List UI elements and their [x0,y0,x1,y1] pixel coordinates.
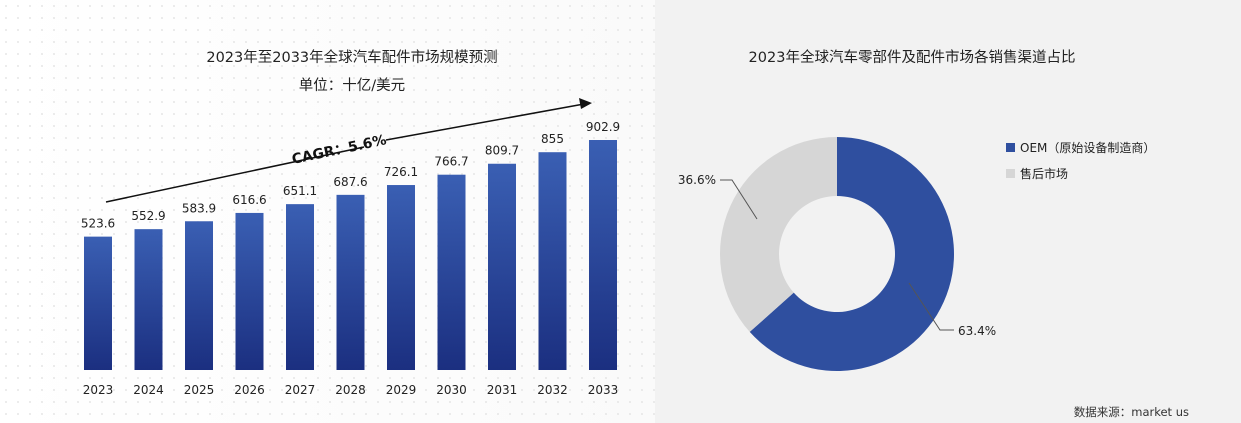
x-tick-label: 2033 [588,383,619,397]
donut-label-aftermarket: 36.6% [678,173,716,187]
bar-2026 [235,212,264,370]
legend-label-oem: OEM（原始设备制造商） [1020,140,1155,155]
cagr-label: CAGR：5.6% [290,132,387,168]
bar-2028 [336,194,365,370]
cagr-trend-line-upper [385,103,585,141]
donut-chart: 63.4% 36.6% [678,137,996,371]
bar-2033 [589,140,617,370]
x-tick-label: 2027 [285,383,316,397]
x-tick-label: 2024 [133,383,164,397]
bar-2024 [134,229,163,370]
bar-value-label: 726.1 [384,165,418,179]
donut-chart-title: 2023年全球汽车零部件及配件市场各销售渠道占比 [749,48,1076,66]
x-tick-label: 2028 [335,383,366,397]
bar-value-label: 651.1 [283,184,317,198]
donut-label-oem: 63.4% [958,324,996,338]
bar-value-label: 855 [541,132,564,146]
bar-2023 [84,236,112,370]
cagr-trend-line [105,146,365,203]
x-tick-label: 2030 [436,383,467,397]
x-tick-label: 2031 [487,383,518,397]
bar-2025 [185,221,213,370]
bar-chart-title: 2023年至2033年全球汽车配件市场规模预测 [206,48,497,66]
x-tick-label: 2026 [234,383,265,397]
legend-label-aftermarket: 售后市场 [1020,166,1068,181]
bar-series: 523.6 2023 552.9 2024 583.9 2025 616.6 2026 651.… [81,120,620,397]
donut-leader-oem [908,282,954,331]
bar-2029 [387,185,415,370]
bar-2031 [488,163,516,370]
bar-value-label: 687.6 [333,175,367,189]
donut-slice-0 [749,137,954,371]
legend-swatch-aftermarket [1006,169,1015,178]
legend-swatch-oem [1006,143,1015,152]
bar-2032 [538,152,567,370]
bar-2027 [286,204,314,370]
bar-2030 [437,174,466,370]
x-tick-label: 2023 [83,383,114,397]
x-tick-label: 2029 [386,383,417,397]
bar-value-label: 902.9 [586,120,620,134]
bar-value-label: 523.6 [81,217,115,231]
legend: OEM（原始设备制造商） 售后市场 [1006,140,1155,181]
bar-value-label: 809.7 [485,144,519,158]
bar-value-label: 583.9 [182,201,216,215]
x-tick-label: 2032 [537,383,568,397]
bar-value-label: 616.6 [232,193,266,207]
bar-value-label: 766.7 [434,155,468,169]
bar-chart-subtitle: 单位：十亿/美元 [299,77,405,94]
donut-slice-1 [720,137,837,332]
bar-value-label: 552.9 [131,209,165,223]
cagr-arrow-head [579,98,592,109]
x-tick-label: 2025 [184,383,215,397]
source-note: 数据来源：market us [1073,405,1189,419]
donut-leader-aftermarket [720,179,758,220]
